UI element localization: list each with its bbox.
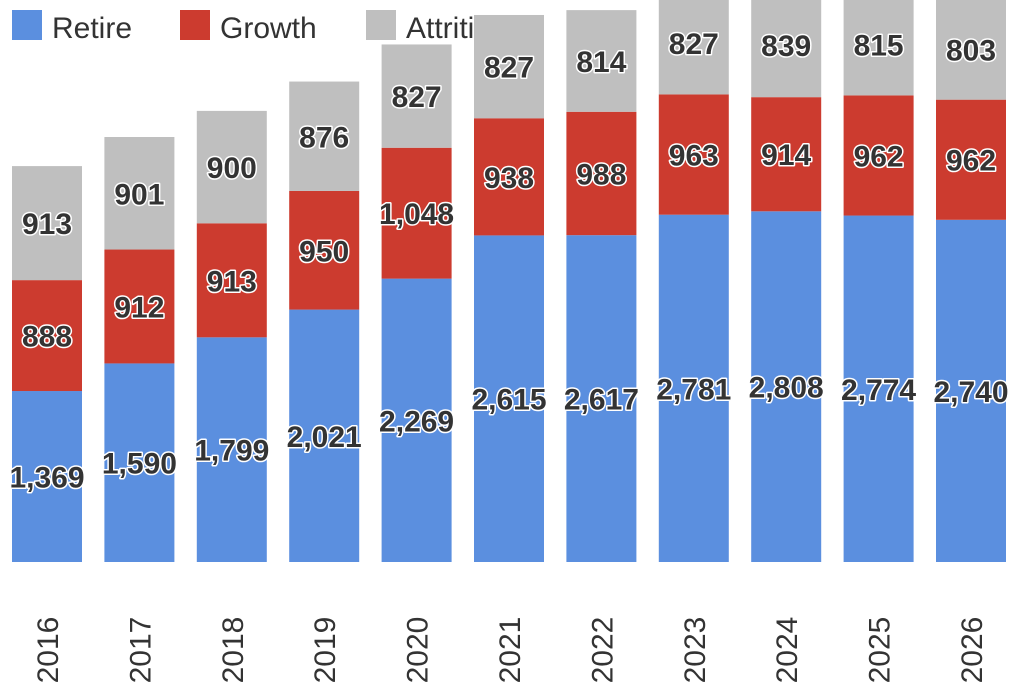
bar-segment-retire — [936, 219, 1006, 562]
bar-group-2023: 2,781 963 827 — [655, 0, 733, 562]
data-label-attrition: 876 — [299, 121, 349, 154]
legend-label: Retire — [52, 12, 132, 45]
data-label-growth: 1,048 — [379, 198, 454, 231]
x-tick-label: 2019 — [309, 617, 342, 684]
legend-item-growth: Growth — [180, 10, 317, 45]
bar-segment-growth — [196, 223, 267, 338]
data-label-growth: 912 — [114, 291, 164, 324]
data-label-attrition: 900 — [207, 152, 257, 185]
legend-swatch — [12, 10, 42, 40]
bar-segment-growth — [658, 94, 729, 215]
data-label-retire: 2,617 — [564, 384, 639, 417]
bar-segment-growth — [751, 97, 822, 212]
data-label-growth: 962 — [946, 145, 996, 178]
bar-segment-growth — [936, 99, 1006, 220]
bar-segment-attrition — [12, 166, 82, 281]
bar-segment-retire — [843, 215, 914, 562]
data-label-growth: 950 — [299, 235, 349, 268]
data-label-growth: 914 — [761, 139, 811, 172]
data-label-attrition: 913 — [22, 208, 72, 241]
bar-segment-growth — [104, 249, 175, 364]
legend: Retire Growth Attrition — [12, 10, 508, 45]
bar-group-2018: 1,799 913 900 — [193, 110, 271, 562]
bar-segment-retire — [289, 309, 360, 562]
x-tick-label: 2023 — [679, 617, 712, 684]
data-label-retire: 1,590 — [102, 448, 177, 481]
bar-segment-attrition — [566, 10, 637, 112]
bar-segment-attrition — [289, 81, 360, 191]
bar-segment-attrition — [751, 0, 822, 98]
bar-segment-retire — [658, 214, 729, 562]
bar-segment-growth — [289, 190, 360, 310]
bar-segment-retire — [196, 337, 267, 562]
data-label-retire: 1,799 — [194, 435, 269, 468]
bar-group-2026: 2,740 962 803 — [932, 0, 1010, 562]
data-label-attrition: 827 — [392, 81, 442, 114]
x-tick-label: 2024 — [771, 617, 804, 684]
bar-segment-attrition — [658, 0, 729, 95]
x-axis: 2016 2017 2018 2019 2020 2021 2022 2023 2024 2025… — [32, 617, 989, 684]
data-label-growth: 913 — [207, 265, 257, 298]
data-label-growth: 962 — [854, 140, 904, 173]
bar-segment-growth — [843, 95, 914, 216]
bar-segment-retire — [751, 211, 822, 562]
data-label-retire: 2,808 — [749, 372, 824, 405]
data-label-growth: 888 — [22, 321, 72, 354]
data-label-retire: 2,269 — [379, 405, 454, 438]
bar-segment-growth — [12, 280, 82, 392]
bar-segment-growth — [381, 147, 452, 279]
x-tick-label: 2025 — [864, 617, 897, 684]
legend-swatch — [366, 10, 396, 40]
data-label-retire: 2,774 — [841, 374, 916, 407]
bar-segment-retire — [12, 391, 82, 562]
data-label-growth: 938 — [484, 162, 534, 195]
bar-group-2016: 1,369 888 913 — [8, 166, 86, 562]
data-label-attrition: 814 — [576, 46, 626, 79]
data-label-retire: 1,369 — [9, 462, 84, 495]
data-label-attrition: 827 — [484, 52, 534, 85]
data-label-attrition: 839 — [761, 30, 811, 63]
bar-group-2024: 2,808 914 839 — [747, 0, 825, 562]
bar-segment-growth — [474, 118, 544, 236]
bar-segment-attrition — [936, 0, 1006, 100]
x-tick-label: 2018 — [217, 617, 250, 684]
legend-item-retire: Retire — [12, 10, 132, 45]
data-label-retire: 2,021 — [287, 421, 362, 454]
x-tick-label: 2017 — [124, 617, 157, 684]
plot-area: 1,369 888 913 1,590 912 901 1,799 913 900 2,021 95… — [8, 0, 1010, 562]
data-label-attrition: 901 — [114, 178, 164, 211]
bar-segment-growth — [566, 111, 637, 236]
data-label-attrition: 827 — [669, 28, 719, 61]
bar-segment-attrition — [381, 44, 452, 148]
data-label-attrition: 815 — [854, 30, 904, 63]
legend-swatch — [180, 10, 210, 40]
bar-group-2017: 1,590 912 901 — [100, 137, 178, 562]
data-label-retire: 2,740 — [933, 376, 1008, 409]
bar-segment-retire — [381, 278, 452, 562]
bar-group-2025: 2,774 962 815 — [840, 0, 918, 562]
data-label-attrition: 803 — [946, 35, 996, 68]
bar-segment-retire — [104, 363, 175, 562]
x-tick-label: 2020 — [402, 617, 435, 684]
legend-label: Growth — [220, 12, 317, 45]
data-label-retire: 2,781 — [656, 373, 731, 406]
bar-group-2020: 2,269 1,048 827 — [378, 44, 456, 562]
bar-group-2019: 2,021 950 876 — [285, 81, 363, 562]
data-label-retire: 2,615 — [471, 384, 546, 417]
bar-segment-attrition — [474, 14, 544, 119]
data-label-growth: 988 — [576, 158, 626, 191]
bar-segment-attrition — [196, 110, 267, 224]
bar-segment-attrition — [843, 0, 914, 96]
bar-segment-retire — [566, 235, 637, 562]
x-tick-label: 2021 — [494, 617, 527, 684]
bar-group-2021: 2,615 938 827 — [470, 14, 548, 562]
bar-segment-attrition — [104, 137, 175, 250]
x-tick-label: 2022 — [586, 617, 619, 684]
bar-segment-retire — [474, 235, 544, 562]
x-tick-label: 2016 — [32, 617, 65, 684]
data-label-growth: 963 — [669, 140, 719, 173]
bar-group-2022: 2,617 988 814 — [562, 10, 640, 562]
x-tick-label: 2026 — [956, 617, 989, 684]
